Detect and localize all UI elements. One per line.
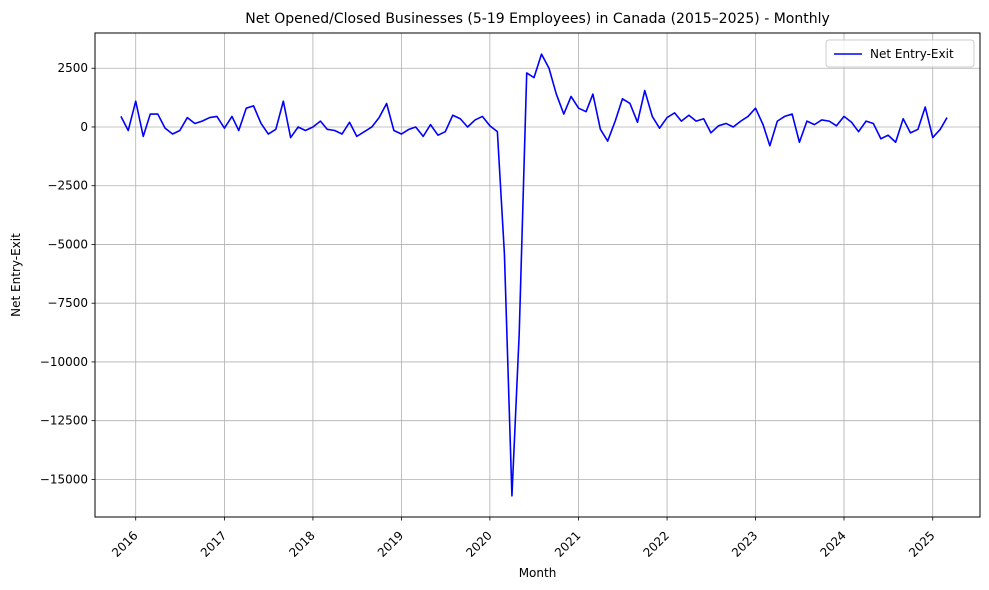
y-tick-label: 2500 [57,61,88,75]
series-line [120,53,948,497]
y-tick-label: −7500 [47,296,88,310]
legend-label: Net Entry-Exit [870,47,954,61]
y-tick-label: −5000 [47,237,88,251]
plot-frame [94,32,981,518]
grid [95,33,980,517]
x-axis-title: Month [519,566,557,580]
legend: Net Entry-Exit [825,39,975,68]
y-axis: 2500 0 −2500 −5000 −7500 −10000 −12500 −15000 [40,61,95,486]
y-tick-label: −15000 [40,472,88,486]
y-tick-label: −10000 [40,355,88,369]
y-tick-label: 0 [80,120,88,134]
series-layer [120,53,948,497]
y-tick-label: −2500 [47,179,88,193]
y-tick-label: −12500 [40,414,88,428]
y-axis-title: Net Entry-Exit [9,233,23,317]
legend-box [825,39,975,68]
chart-title: Net Opened/Closed Businesses (5-19 Emplo… [245,11,830,27]
